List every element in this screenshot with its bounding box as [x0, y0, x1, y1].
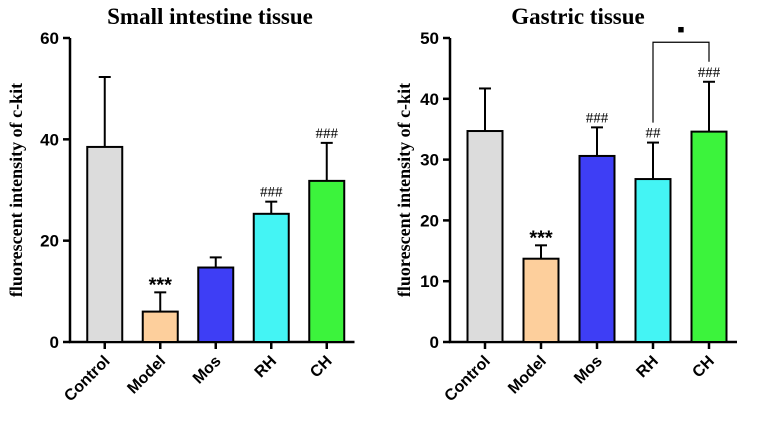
chart-gastric: Gastric tissue fluorescent intensity of c… — [394, 4, 737, 405]
x-tick-label: RH — [252, 353, 280, 381]
x-tick-label: Mos — [571, 353, 606, 388]
bar-control — [466, 130, 504, 343]
x-tick-label: CH — [689, 353, 717, 381]
significance-label: ### — [260, 185, 283, 201]
x-tick-label: Model — [505, 353, 550, 398]
significance-label: ### — [316, 126, 339, 142]
bar-model — [522, 257, 560, 344]
y-tick-label: 20 — [420, 211, 439, 230]
bar-rh — [252, 212, 290, 343]
bar-control — [86, 145, 124, 343]
significance-label: *** — [529, 227, 553, 249]
significance-label: *** — [149, 274, 173, 296]
y-tick-label: 60 — [40, 29, 59, 48]
y-axis-label: fluorescent intensity of c-kit — [6, 83, 26, 297]
y-tick-label: 50 — [420, 29, 439, 48]
significance-label: ### — [698, 65, 721, 81]
x-tick-label: Model — [124, 353, 169, 398]
y-axis-label: fluorescent intensity of c-kit — [394, 83, 414, 297]
x-tick-label: Control — [61, 353, 113, 405]
y-tick-label: 30 — [420, 151, 439, 170]
y-tick-label: 10 — [420, 272, 439, 291]
significance-label: ### — [586, 110, 609, 126]
chart-title: Gastric tissue — [511, 4, 645, 29]
y-tick-label: 0 — [430, 333, 439, 352]
chart-title: Small intestine tissue — [107, 4, 313, 29]
comparison-label: ▪ — [677, 16, 685, 41]
x-tick-label: CH — [307, 353, 335, 381]
bar-rh — [634, 178, 672, 343]
comparison-bracket — [652, 41, 710, 123]
y-tick-label: 0 — [50, 333, 59, 352]
bar-ch — [690, 130, 728, 343]
y-tick-label: 40 — [40, 130, 59, 149]
significance-label: ## — [646, 126, 662, 142]
bar-ch — [308, 179, 346, 343]
x-tick-label: RH — [633, 353, 661, 381]
x-tick-label: Mos — [190, 353, 225, 388]
x-tick-label: Control — [442, 353, 494, 405]
y-tick-label: 40 — [420, 90, 439, 109]
bar-model — [141, 310, 179, 344]
bar-mos — [197, 266, 235, 343]
chart-small-intestine: Small intestine tissue fluorescent intens… — [6, 4, 355, 405]
bar-mos — [578, 154, 616, 343]
y-tick-label: 20 — [40, 232, 59, 251]
